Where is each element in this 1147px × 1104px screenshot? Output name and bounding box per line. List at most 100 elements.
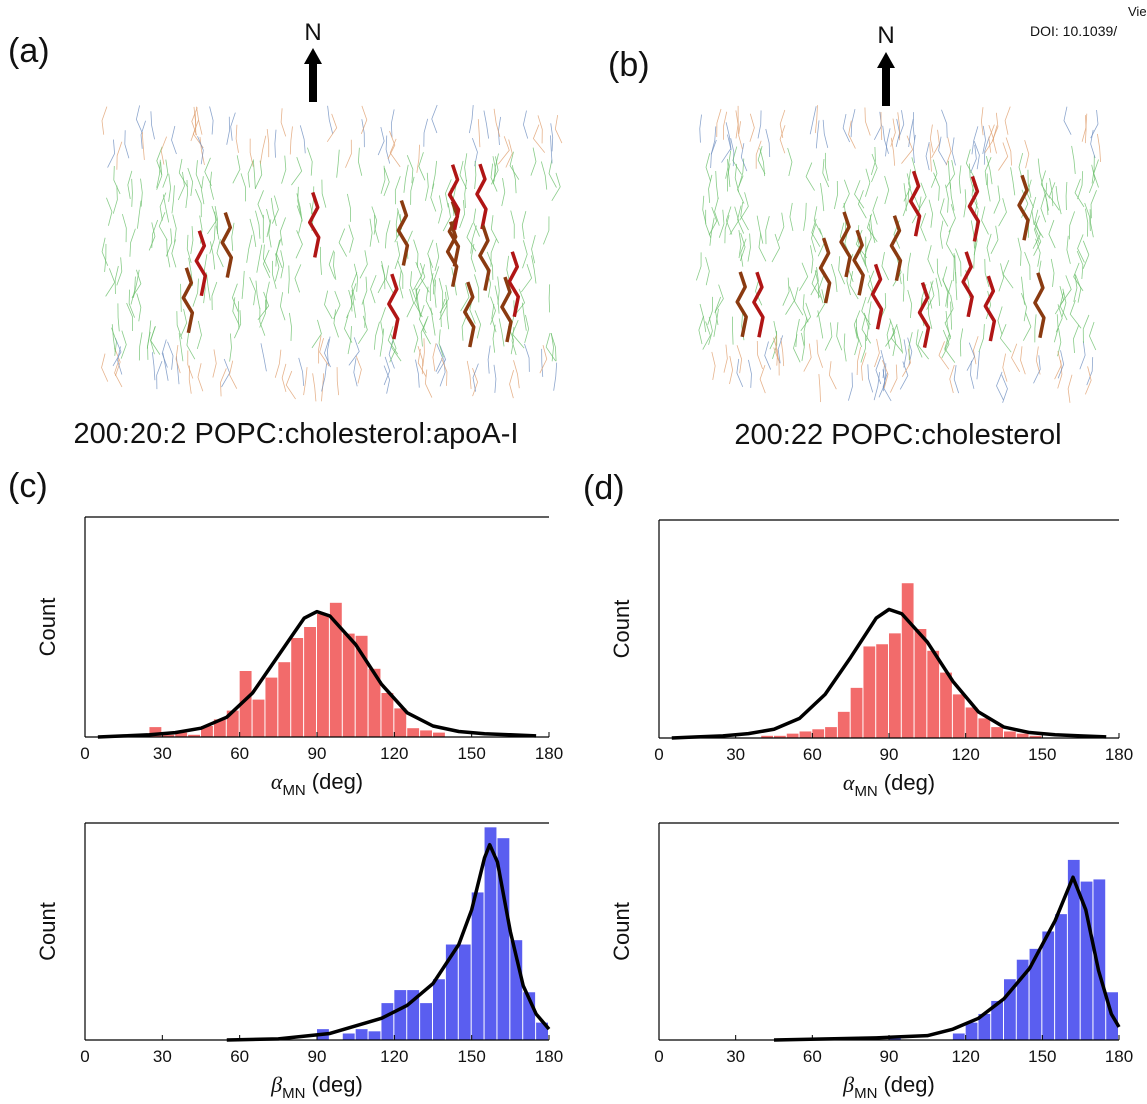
- y-axis-label: Count: [35, 902, 60, 961]
- lipid: [822, 159, 830, 188]
- lipid: [380, 165, 386, 194]
- bar: [368, 1031, 381, 1040]
- lipid: [970, 360, 975, 389]
- bar: [175, 732, 188, 737]
- north-arrow: [304, 48, 322, 102]
- lipid: [199, 136, 205, 166]
- lipid: [440, 298, 446, 327]
- lipid: [346, 289, 353, 319]
- lipid: [296, 193, 303, 222]
- lipid: [814, 105, 818, 134]
- cholesterol: [735, 271, 748, 338]
- lipid: [474, 310, 482, 339]
- lipid: [945, 137, 952, 166]
- lipid: [980, 107, 984, 136]
- lipid: [539, 345, 548, 374]
- lipid: [172, 214, 177, 243]
- lipid: [705, 257, 710, 286]
- lipid: [843, 333, 847, 362]
- lipid: [121, 213, 127, 243]
- x-tick-label: 90: [880, 745, 899, 764]
- lipid: [383, 167, 390, 197]
- lipid: [881, 252, 890, 281]
- lipid: [948, 204, 956, 233]
- lipid: [389, 138, 401, 168]
- lipid: [747, 233, 751, 262]
- cholesterol: [752, 271, 765, 338]
- lipid: [713, 308, 719, 337]
- lipid: [178, 333, 184, 362]
- lipid: [550, 135, 553, 164]
- lipid: [255, 280, 261, 309]
- lipid: [522, 240, 528, 269]
- lipid: [1079, 341, 1086, 370]
- lipid: [863, 244, 869, 273]
- lipid: [188, 365, 192, 394]
- lipid: [938, 341, 950, 370]
- lipid: [818, 275, 825, 304]
- lipid: [377, 126, 385, 156]
- lipid: [699, 114, 702, 143]
- lipid: [185, 179, 188, 209]
- lipid: [723, 344, 728, 373]
- bar: [786, 733, 799, 738]
- lipid: [464, 179, 467, 208]
- lipid: [141, 131, 145, 160]
- lipid: [249, 138, 254, 167]
- lipid: [963, 189, 967, 218]
- lipid: [415, 288, 421, 317]
- lipid: [209, 241, 216, 270]
- lipid: [107, 139, 115, 168]
- lipid: [727, 158, 731, 187]
- y-axis-label: Count: [609, 902, 634, 961]
- bar: [1080, 881, 1093, 1040]
- lipid: [410, 271, 417, 300]
- x-tick-label: 60: [803, 745, 822, 764]
- lipid: [111, 324, 116, 353]
- lipid: [136, 293, 142, 322]
- bar: [510, 940, 523, 1040]
- lipid: [817, 310, 824, 339]
- x-tick-label: 30: [153, 744, 172, 763]
- lipid: [211, 281, 218, 310]
- lipid: [789, 202, 794, 232]
- lipid: [724, 215, 730, 244]
- lipid: [345, 139, 352, 168]
- lipid: [209, 171, 215, 200]
- x-label-unit: (deg): [312, 769, 363, 794]
- cholesterol: [475, 163, 488, 230]
- lipid: [999, 324, 1012, 353]
- lipid: [486, 251, 494, 280]
- lipid: [854, 326, 859, 356]
- lipid: [420, 264, 430, 293]
- lipid: [927, 300, 933, 330]
- lipid: [1048, 219, 1056, 249]
- x-tick-label: 150: [457, 744, 485, 763]
- bar: [901, 583, 914, 738]
- x-label-subscript: MN: [282, 1085, 305, 1102]
- lipid: [257, 291, 270, 321]
- lipid: [413, 324, 419, 353]
- lipid: [272, 260, 277, 289]
- lipid: [853, 310, 861, 339]
- bar: [304, 627, 316, 737]
- lipid: [811, 269, 821, 298]
- lipid: [782, 277, 790, 306]
- cholesterol: [500, 276, 513, 343]
- lipid: [101, 353, 109, 382]
- lipid: [1020, 346, 1026, 375]
- lipid: [725, 122, 732, 151]
- bar: [1042, 931, 1055, 1040]
- lipid: [162, 194, 170, 223]
- x-tick-label: 90: [880, 1047, 899, 1066]
- lipid: [196, 106, 203, 135]
- lipid: [849, 271, 859, 300]
- lipid: [299, 125, 306, 154]
- lipid: [459, 160, 468, 190]
- lipid: [1069, 300, 1082, 329]
- bar: [863, 646, 876, 738]
- lipid: [383, 356, 391, 386]
- lipid: [423, 118, 429, 147]
- lipid: [307, 147, 313, 176]
